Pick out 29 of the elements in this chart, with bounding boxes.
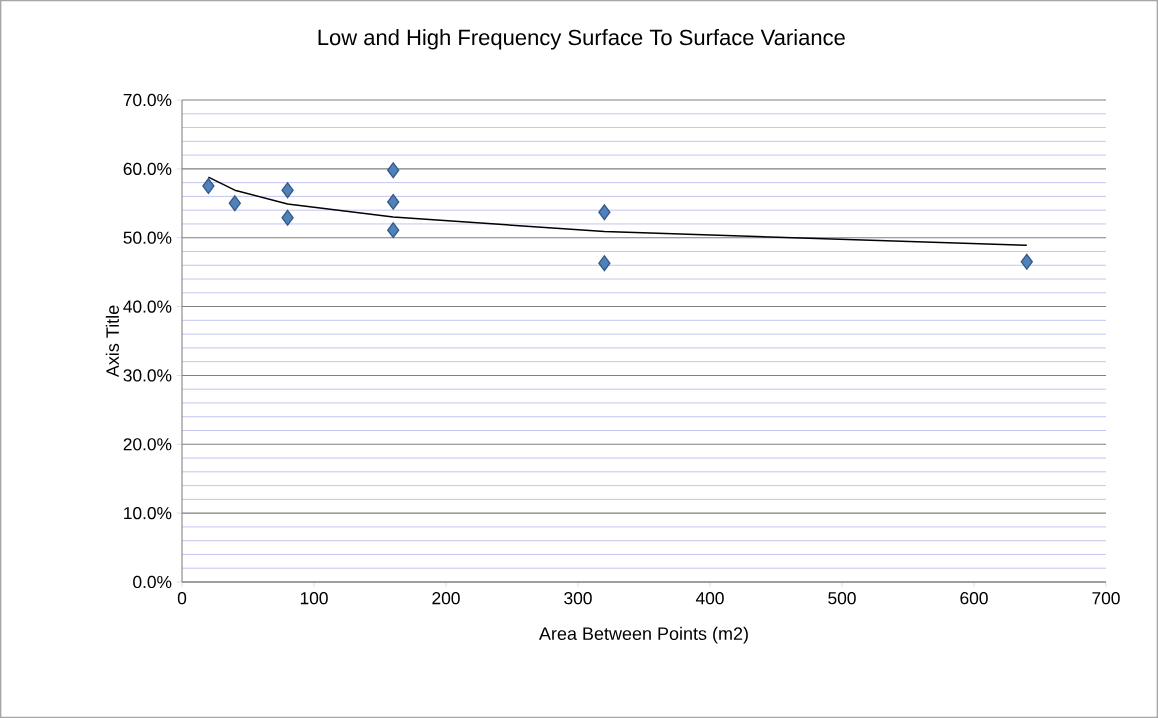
x-tick-label: 100	[300, 592, 328, 605]
y-axis-title: Axis Title	[105, 305, 119, 378]
point	[1020, 253, 1033, 270]
point	[228, 195, 241, 212]
y-tick-label: 20.0%	[123, 438, 172, 451]
y-tick-label: 60.0%	[123, 162, 172, 175]
chart-title: Low and High Frequency Surface To Surface Variance	[318, 29, 845, 50]
x-tick-label: 700	[1092, 592, 1120, 605]
y-tick-label: 40.0%	[123, 300, 172, 313]
y-tick-label: 10.0%	[124, 506, 172, 520]
x-tick-label: 500	[828, 592, 856, 605]
y-tick-label: 30.0%	[123, 369, 172, 382]
point	[598, 204, 611, 221]
point	[598, 255, 611, 272]
point	[281, 182, 294, 199]
point	[281, 209, 294, 226]
point	[202, 178, 215, 195]
x-tick-label: 600	[960, 592, 988, 605]
x-tick-label: 200	[432, 592, 460, 605]
point	[387, 193, 400, 210]
x-tick-label: 0	[177, 592, 187, 605]
x-tick-label: 300	[564, 592, 592, 605]
point	[387, 162, 400, 179]
x-axis-title: Area Between Points (m2)	[538, 626, 748, 644]
y-tick-label: 50.0%	[123, 231, 172, 244]
x-tick-label: 400	[695, 592, 724, 605]
point	[387, 222, 400, 239]
y-tick-label: 70.0%	[123, 93, 172, 107]
y-tick-label: 0.0%	[133, 575, 172, 589]
